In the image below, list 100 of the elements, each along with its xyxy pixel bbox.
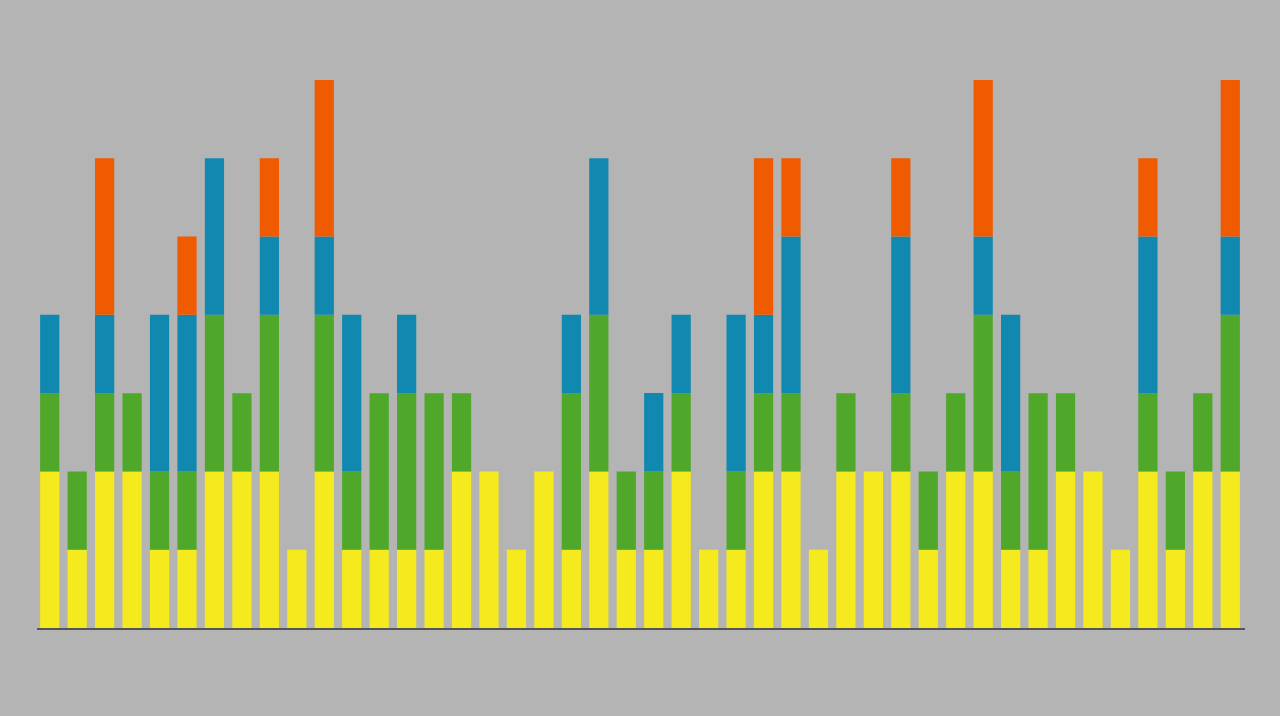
bar	[95, 314, 115, 394]
bar	[122, 471, 142, 628]
bar	[67, 549, 87, 628]
bar	[1028, 393, 1048, 550]
bar	[589, 158, 609, 315]
bar	[397, 393, 417, 550]
bar	[1001, 549, 1021, 628]
bar	[40, 471, 60, 628]
bar	[451, 471, 472, 628]
bar	[40, 393, 60, 472]
bar	[1193, 471, 1213, 628]
bar	[1055, 471, 1076, 628]
bar	[1193, 393, 1213, 472]
bar	[314, 314, 334, 472]
bar	[891, 393, 911, 472]
bar	[891, 471, 911, 628]
bar	[342, 549, 362, 628]
bar	[753, 314, 774, 394]
bar	[726, 314, 746, 472]
bar	[342, 314, 362, 472]
bar	[40, 314, 60, 394]
bar	[1138, 471, 1158, 628]
bar	[232, 471, 252, 628]
bar	[1220, 80, 1240, 237]
bar	[95, 471, 115, 628]
bar	[149, 471, 170, 550]
bar	[479, 471, 499, 628]
bar	[314, 80, 334, 237]
bar	[863, 471, 883, 628]
bar	[1055, 393, 1076, 472]
bar	[1165, 549, 1185, 628]
bar	[561, 314, 581, 394]
bar	[891, 158, 911, 237]
bar	[1220, 314, 1240, 472]
bar	[1001, 314, 1021, 472]
bar	[1028, 549, 1048, 628]
bar	[1220, 471, 1240, 628]
bar	[699, 549, 719, 628]
bar	[314, 471, 334, 628]
bar	[644, 471, 664, 550]
bar	[177, 471, 197, 550]
bar	[369, 549, 389, 628]
bar	[918, 471, 938, 550]
bar	[259, 314, 279, 472]
bar	[342, 471, 362, 550]
bar	[95, 393, 115, 472]
bar	[1138, 158, 1158, 237]
bar	[204, 471, 225, 628]
bar	[1110, 549, 1131, 628]
bar	[424, 393, 444, 550]
bar	[259, 471, 279, 628]
bar	[589, 471, 609, 628]
bar	[644, 549, 664, 628]
bar	[451, 393, 472, 472]
bar	[1001, 471, 1021, 550]
bar	[671, 314, 691, 394]
bar	[1165, 471, 1185, 550]
bar	[204, 158, 225, 315]
bar	[397, 314, 417, 394]
bar	[149, 314, 170, 472]
bar	[1220, 236, 1240, 315]
bar	[259, 158, 279, 237]
bar	[397, 549, 417, 628]
bar	[561, 549, 581, 628]
bar	[177, 549, 197, 628]
bar	[1138, 236, 1158, 394]
bar	[781, 471, 801, 628]
bar	[973, 80, 993, 237]
bar	[1083, 471, 1103, 628]
bar	[534, 471, 554, 628]
bar	[973, 471, 993, 628]
bar	[918, 549, 938, 628]
bar	[753, 471, 774, 628]
bar	[506, 549, 527, 628]
bar	[753, 158, 774, 315]
bar	[67, 471, 87, 550]
bar	[973, 236, 993, 315]
bar	[671, 471, 691, 628]
bar	[781, 236, 801, 394]
bar	[781, 158, 801, 237]
bar	[204, 314, 225, 472]
bar	[177, 314, 197, 472]
bar	[314, 236, 334, 315]
bar	[644, 393, 664, 472]
bar	[726, 549, 746, 628]
bar	[891, 236, 911, 394]
bar	[946, 471, 966, 628]
bar	[973, 314, 993, 472]
bar	[95, 158, 115, 315]
bar	[616, 471, 636, 550]
bar	[781, 393, 801, 472]
bar	[287, 549, 307, 628]
bar	[122, 393, 142, 472]
bar	[726, 471, 746, 550]
bar	[836, 471, 856, 628]
bar	[424, 549, 444, 628]
bar	[616, 549, 636, 628]
bar	[946, 393, 966, 472]
bar	[369, 393, 389, 550]
bar	[177, 236, 197, 315]
